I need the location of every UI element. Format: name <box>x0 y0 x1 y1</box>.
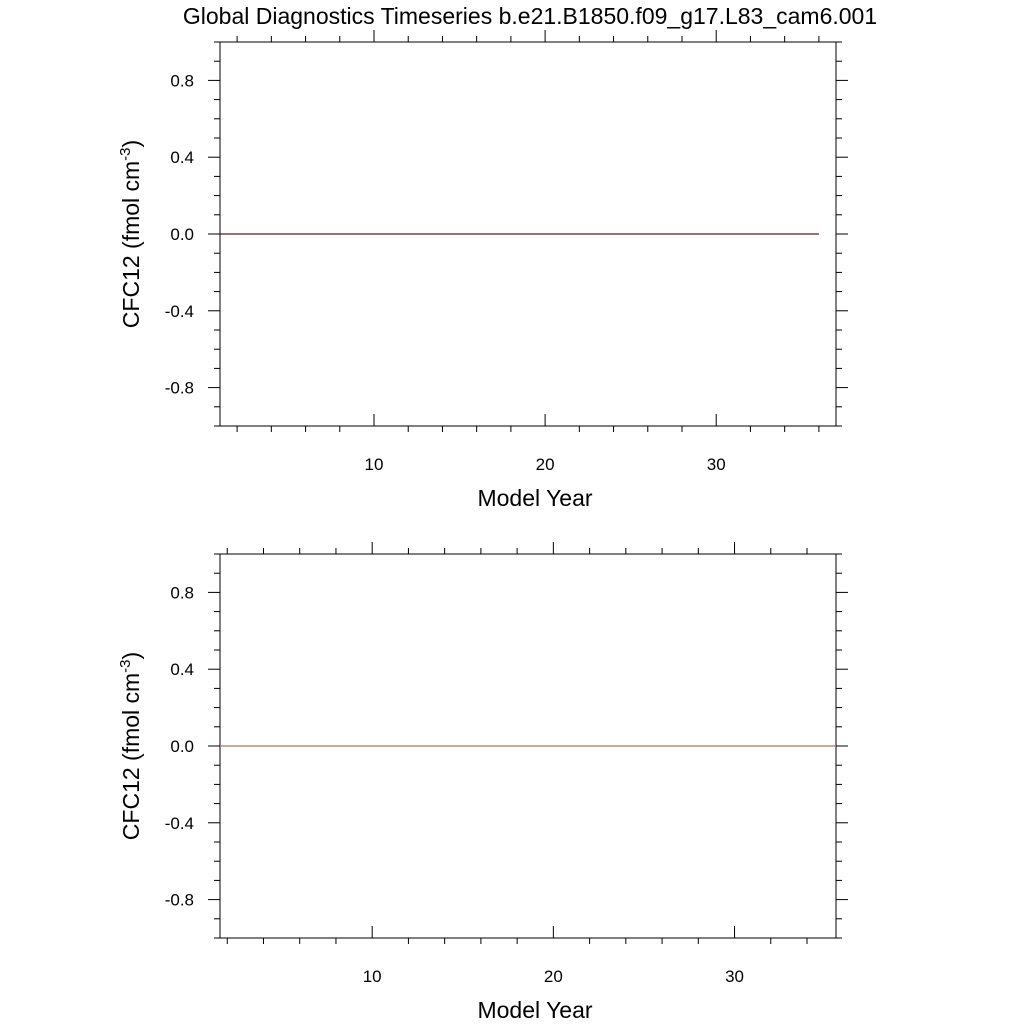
y-axis-label-superscript: -3 <box>117 147 134 160</box>
y-tick-label: 0.4 <box>170 660 194 679</box>
y-tick-label: -0.4 <box>165 302 194 321</box>
x-tick-label: 30 <box>725 967 744 986</box>
bottom-panel: 0.8 0.4 0.0 -0.4 -0.8 10 20 30 Model Year CFC12 (… <box>117 542 848 1023</box>
y-axis-label: CFC12 (fmol cm-3) <box>117 140 144 328</box>
x-tick-label: 30 <box>707 455 726 474</box>
x-tick-label: 20 <box>544 967 563 986</box>
chart-title: Global Diagnostics Timeseries b.e21.B185… <box>183 3 877 29</box>
y-axis-label: CFC12 (fmol cm-3) <box>117 652 144 840</box>
y-tick-label: 0.8 <box>170 583 194 602</box>
x-tick-label: 20 <box>536 455 555 474</box>
y-axis-label-main: CFC12 (fmol cm <box>118 673 144 840</box>
y-tick-label: 0.0 <box>170 225 194 244</box>
y-tick-label: -0.4 <box>165 814 194 833</box>
x-axis-label: Model Year <box>477 997 592 1023</box>
y-axis-label-close: ) <box>118 652 144 660</box>
y-tick-label: 0.8 <box>170 71 194 90</box>
x-axis-label: Model Year <box>477 485 592 511</box>
y-tick-label: -0.8 <box>165 379 194 398</box>
y-axis-label-close: ) <box>118 140 144 148</box>
y-axis-label-main: CFC12 (fmol cm <box>118 161 144 328</box>
y-axis-label-superscript: -3 <box>117 659 134 672</box>
y-tick-label: 0.4 <box>170 148 194 167</box>
x-tick-label: 10 <box>365 455 384 474</box>
top-panel: 0.8 0.4 0.0 -0.4 -0.8 10 20 30 Model Year CFC12 (… <box>117 30 848 511</box>
y-tick-label: 0.0 <box>170 737 194 756</box>
y-tick-label: -0.8 <box>165 891 194 910</box>
x-tick-label: 10 <box>363 967 382 986</box>
